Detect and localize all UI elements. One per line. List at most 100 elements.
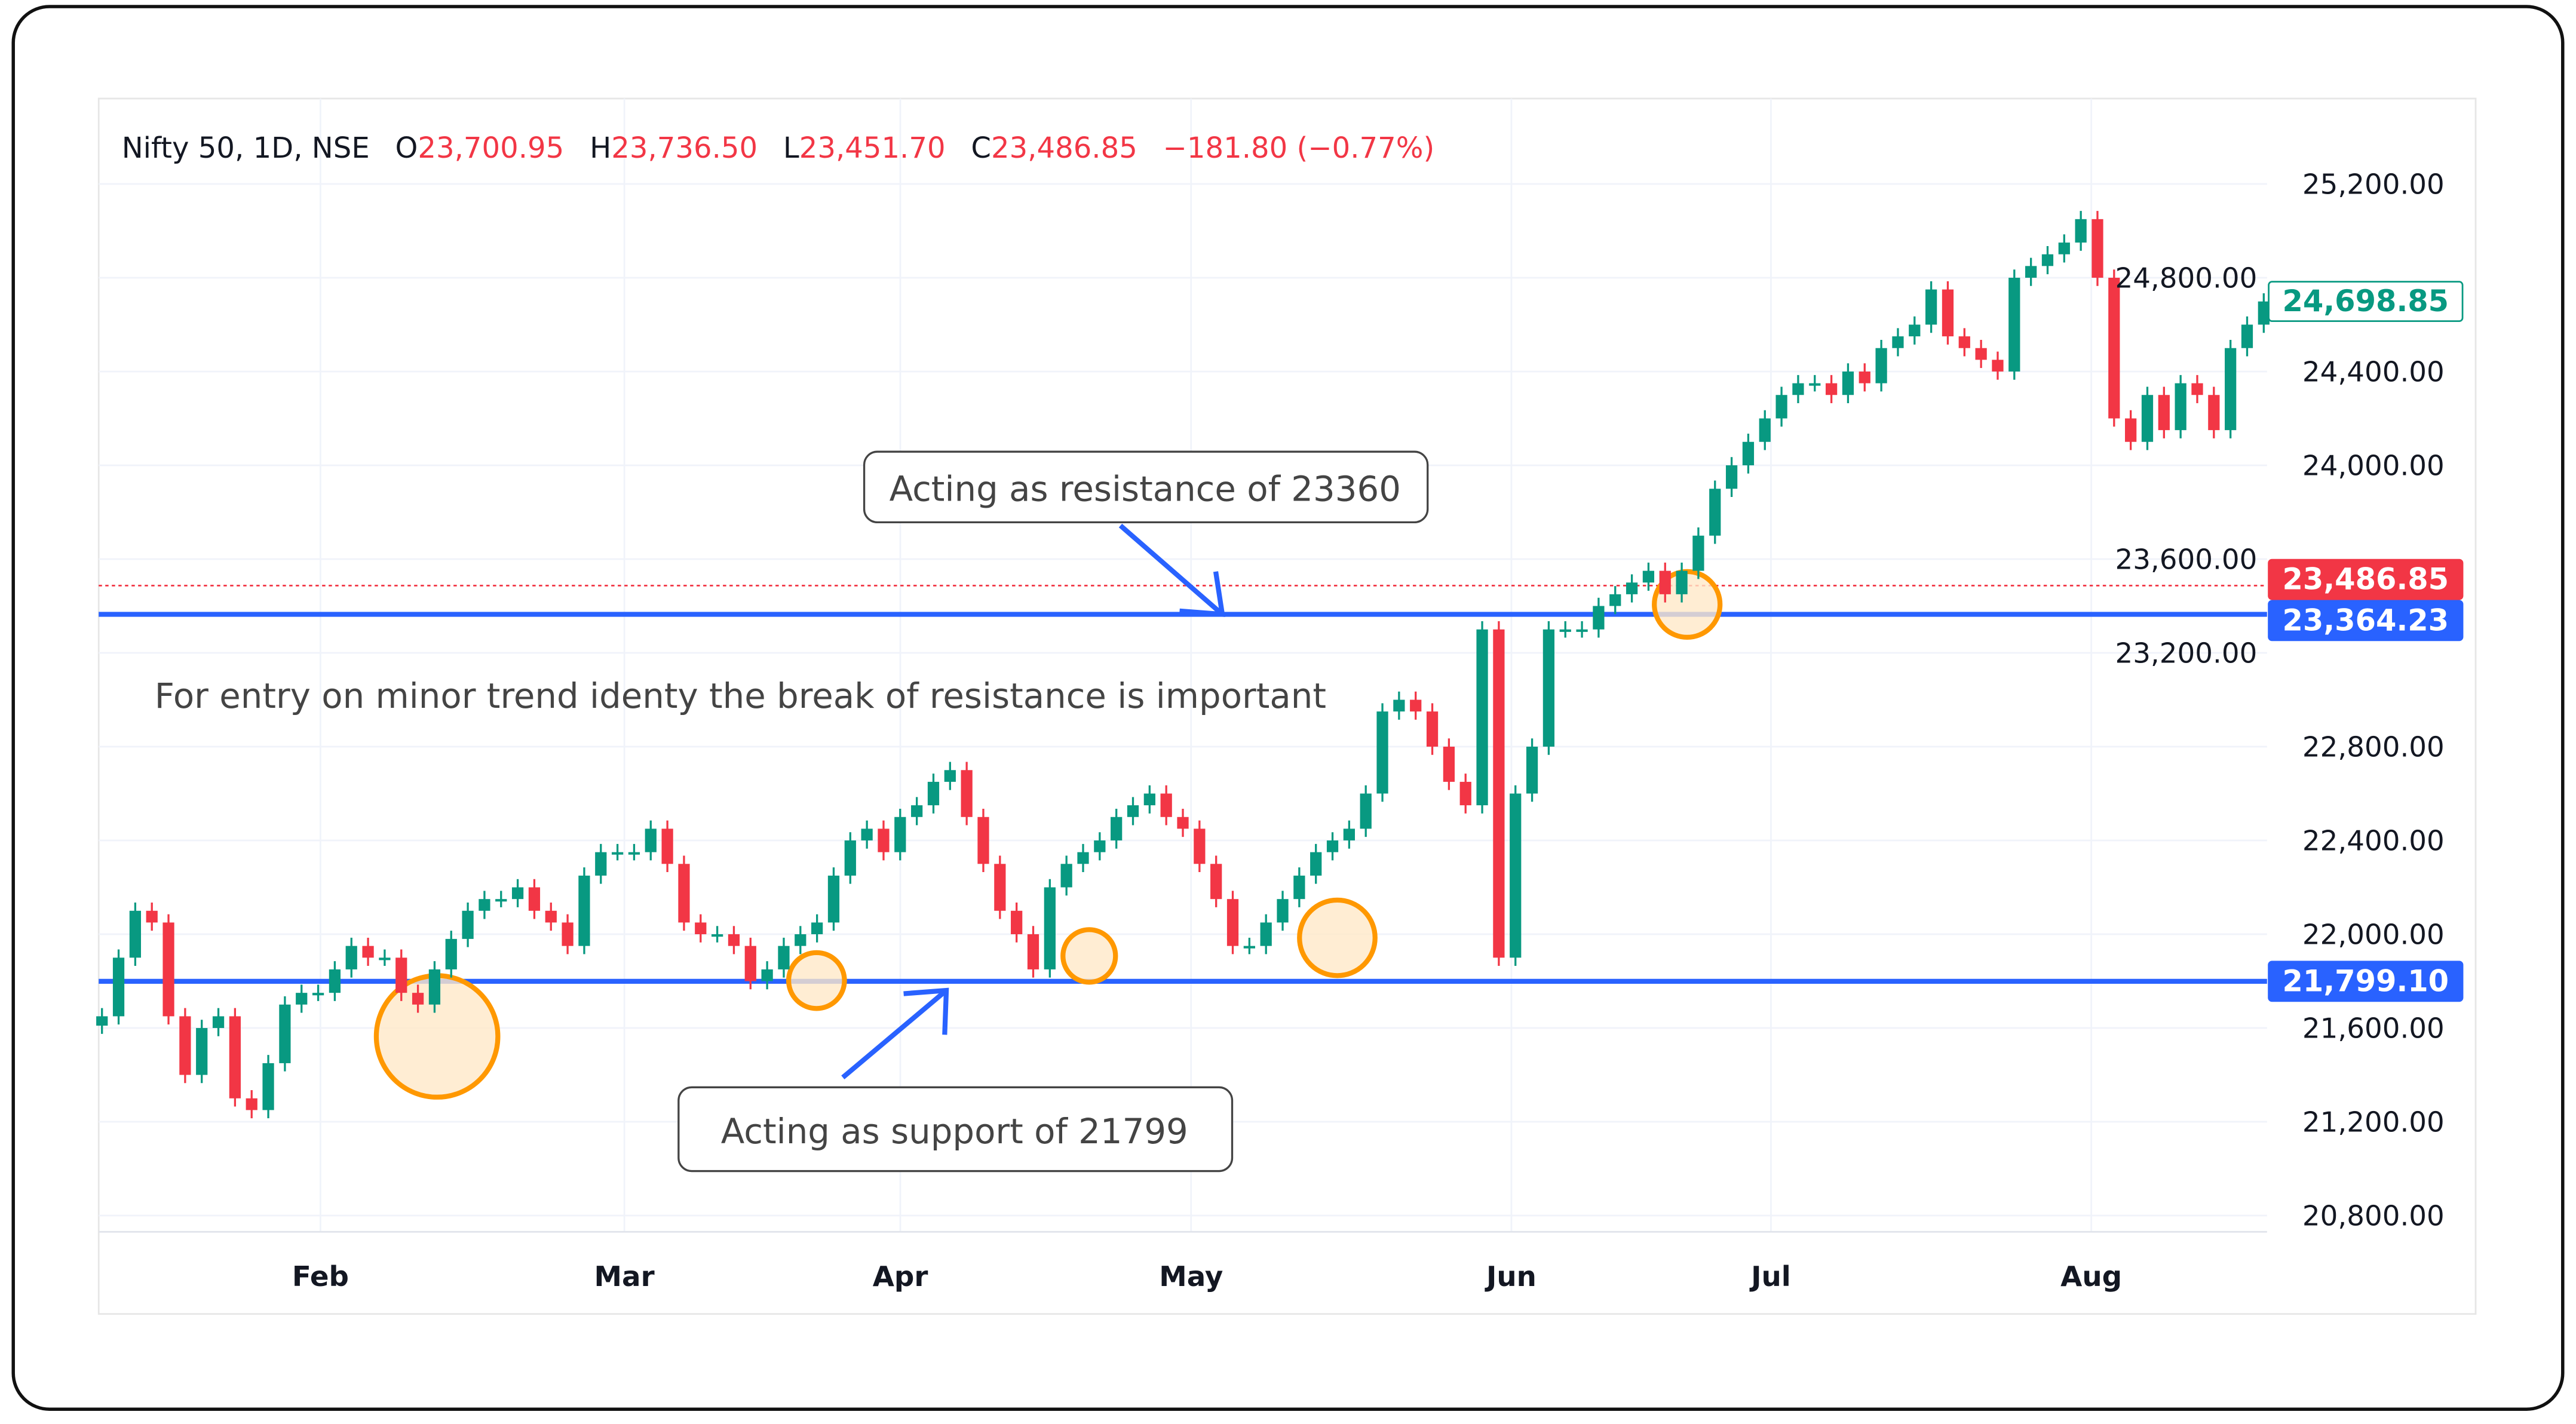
candles xyxy=(96,211,2270,1119)
candle xyxy=(545,903,557,931)
candle xyxy=(428,961,441,1013)
candle xyxy=(2092,211,2103,286)
candle-body xyxy=(312,993,324,996)
candle xyxy=(2041,245,2054,275)
y-tick-label: 24,000.00 xyxy=(2302,450,2445,482)
resistance-annotation: Acting as resistance of 23360 xyxy=(863,450,1429,617)
candle-body xyxy=(878,828,890,852)
y-tick-label: 23,200.00 xyxy=(2115,638,2257,670)
candle-body xyxy=(495,899,507,902)
candle xyxy=(1243,937,1255,955)
candle xyxy=(795,926,806,955)
candle xyxy=(1277,891,1289,931)
x-tick-label: May xyxy=(1159,1261,1223,1293)
candle xyxy=(1027,926,1039,978)
candle xyxy=(961,762,973,825)
x-tick-label: Mar xyxy=(594,1261,655,1293)
candle xyxy=(1576,621,1588,638)
candle xyxy=(162,914,174,1025)
candle xyxy=(1510,785,1522,966)
candle-body xyxy=(445,938,457,969)
candle-body xyxy=(1809,383,1821,386)
price-label: 21,799.10 xyxy=(2268,960,2464,1002)
candle-body xyxy=(728,934,740,946)
y-tick-label: 25,200.00 xyxy=(2302,168,2445,201)
chart-panel xyxy=(97,97,2477,1315)
candle xyxy=(861,820,873,849)
price-labels: 24,698.85 23,486.85 23,364.23 21,799.10 xyxy=(2268,281,2464,1002)
support-callout-text: Acting as support of 21799 xyxy=(721,1111,1188,1152)
candle-body xyxy=(379,957,391,960)
candle-body xyxy=(1094,840,1106,852)
candle-body xyxy=(1593,606,1605,630)
candle xyxy=(1725,457,1738,497)
candle xyxy=(146,903,158,931)
candle-body xyxy=(1709,489,1721,536)
candle xyxy=(2058,234,2070,263)
low-label: L xyxy=(783,131,799,165)
candle-body xyxy=(1260,922,1272,946)
price-label-box xyxy=(2268,281,2464,323)
candle xyxy=(1459,774,1471,814)
candle-body xyxy=(1909,324,1921,337)
candle xyxy=(262,1055,274,1119)
candle-body xyxy=(1143,793,1155,806)
candle-body xyxy=(1975,348,1987,360)
candle xyxy=(2025,257,2037,286)
candle xyxy=(1376,703,1388,802)
candle xyxy=(578,867,590,955)
candle xyxy=(1111,809,1123,849)
candle xyxy=(994,855,1006,919)
candle-body xyxy=(1194,828,1206,864)
candle-body xyxy=(2008,277,2020,372)
candle xyxy=(1559,621,1571,638)
candle xyxy=(1809,375,1821,392)
candle-body xyxy=(511,887,524,900)
support-arrow xyxy=(841,988,948,1079)
price-label-box xyxy=(2268,558,2464,600)
candle-body xyxy=(545,910,557,923)
candle xyxy=(927,774,940,814)
price-label: 23,364.23 xyxy=(2268,600,2464,642)
price-label-text: 23,486.85 xyxy=(2282,562,2449,597)
candle xyxy=(246,1090,257,1119)
candle xyxy=(562,914,574,955)
candle xyxy=(1194,820,1206,873)
candle-body xyxy=(1177,817,1189,829)
candle xyxy=(1909,316,1921,345)
candle-body xyxy=(146,910,158,923)
candle xyxy=(179,1008,191,1084)
candle-body xyxy=(1476,629,1488,806)
candle-body xyxy=(212,1016,225,1029)
candle-body xyxy=(1692,535,1704,571)
candle xyxy=(1310,843,1322,884)
candle-body xyxy=(1626,582,1638,594)
candle-body xyxy=(296,993,308,1005)
candle-body xyxy=(2158,395,2170,431)
candle-body xyxy=(412,993,424,1005)
candle-body xyxy=(2025,266,2037,278)
candle xyxy=(1226,891,1239,955)
candle-body xyxy=(1958,336,1970,348)
candle xyxy=(827,867,840,931)
candle-body xyxy=(1027,934,1039,969)
candle xyxy=(511,879,524,907)
candle-body xyxy=(1892,336,1904,348)
candle-body xyxy=(1759,418,1771,442)
candle-body xyxy=(645,828,657,852)
y-tick-label: 24,800.00 xyxy=(2115,262,2257,294)
candle xyxy=(2191,375,2203,403)
candle xyxy=(1476,621,1488,814)
candle-body xyxy=(1226,899,1239,946)
candle-body xyxy=(1775,395,1787,419)
candle-body xyxy=(1642,570,1655,583)
price-label-text: 23,364.23 xyxy=(2282,603,2449,637)
candle xyxy=(2225,339,2237,438)
candle xyxy=(1526,738,1538,802)
candle xyxy=(1676,562,1688,603)
candle xyxy=(1992,351,2004,380)
candle-body xyxy=(1044,887,1056,969)
candle xyxy=(678,855,690,931)
candle-body xyxy=(1493,629,1505,958)
candle-body xyxy=(1875,348,1887,383)
